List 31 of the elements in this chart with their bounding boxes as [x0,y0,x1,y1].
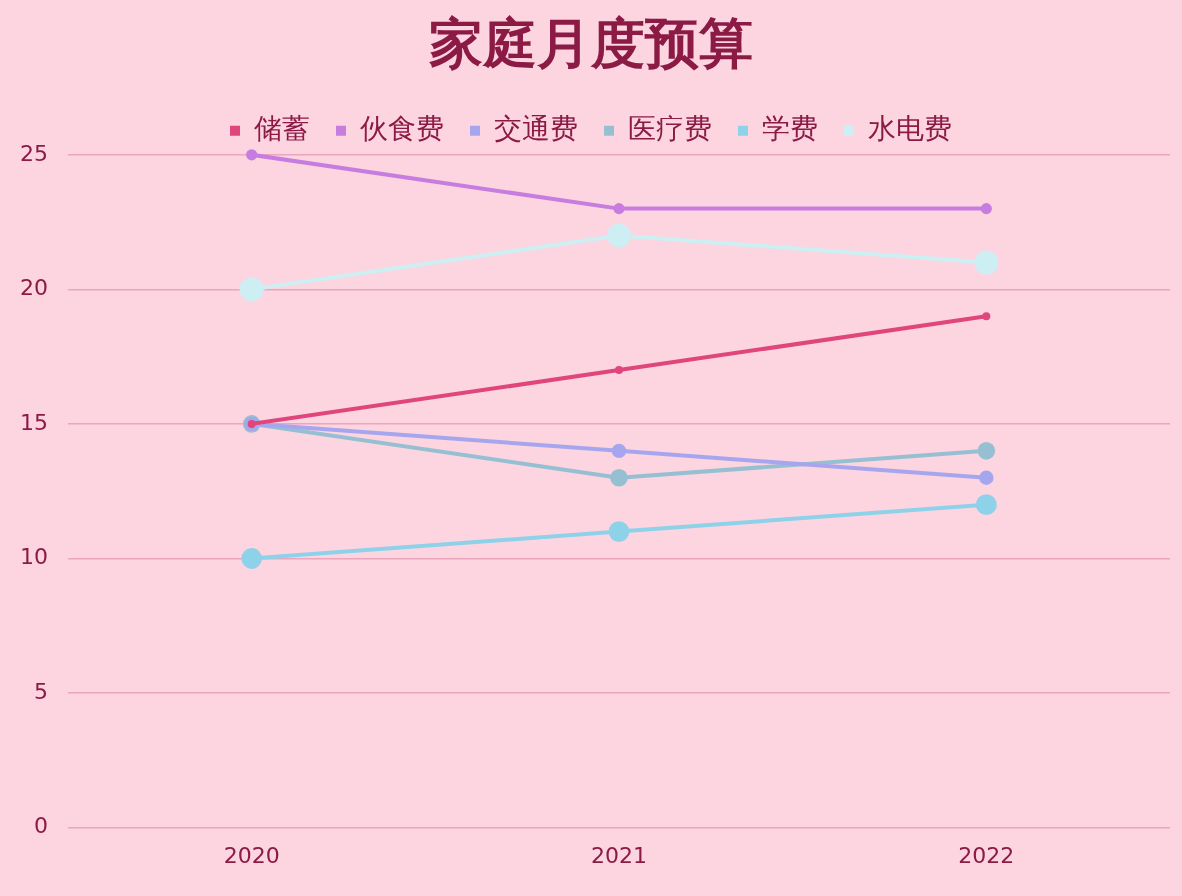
y-tick-label: 25 [19,140,48,166]
point [975,494,997,516]
point [974,250,999,275]
y-tick-label: 20 [19,275,48,301]
chart-title: 家庭月度预算 [429,12,753,76]
point [979,470,994,485]
y-tick-label: 15 [19,409,48,435]
legend-label: 学费 [762,112,818,146]
point [982,312,991,321]
legend-label: 医疗费 [628,112,712,146]
point [239,277,264,302]
y-tick-label: 5 [33,678,48,704]
legend-label: 交通费 [494,112,578,146]
point [610,468,628,487]
point [246,149,258,161]
y-tick-label: 0 [33,813,48,839]
x-tick-label: 2021 [591,842,647,868]
x-tick-label: 2020 [223,842,280,868]
point [980,203,992,215]
legend-label: 储蓄 [254,112,310,146]
point [608,521,630,542]
point [615,366,623,375]
y-tick-label: 10 [19,544,48,570]
point [607,223,631,248]
point [977,442,996,460]
point [613,203,625,215]
point [611,443,627,459]
legend-label: 水电费 [868,112,952,146]
x-tick-label: 2022 [958,842,1015,868]
point [241,548,263,569]
legend-label: 伙食费 [360,112,444,146]
